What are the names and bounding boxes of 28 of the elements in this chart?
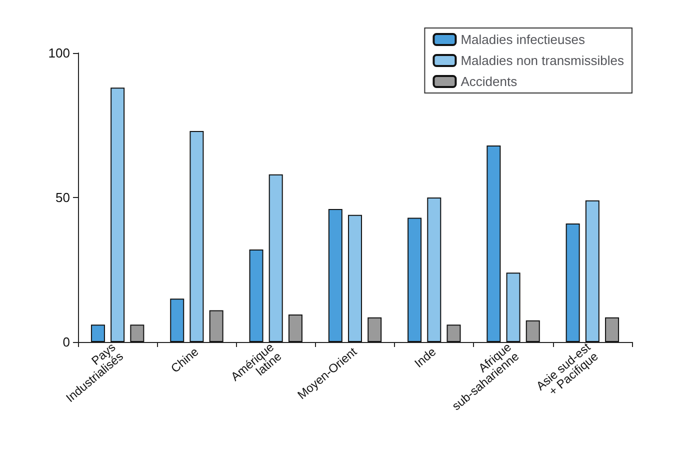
bar [328,209,342,342]
y-tick-label: 0 [62,334,70,350]
bar [566,224,580,342]
bar [90,324,105,342]
x-tick-label: Inde [412,344,439,370]
y-tick-label: 50 [56,190,70,205]
legend-label: Maladies non transmissibles [460,53,624,68]
bar [506,272,520,342]
bar [585,200,600,342]
bar [130,324,144,342]
bar [446,324,461,342]
y-tick-label: 100 [48,46,70,60]
bar [190,131,204,342]
bar [368,317,382,342]
bar [526,320,540,342]
bar [605,317,620,342]
bar [348,214,362,342]
bar [288,314,302,342]
bar [170,298,184,342]
bar [427,198,442,342]
bar [268,174,283,342]
legend-label: Maladies infectieuses [460,32,586,47]
bar [209,310,224,342]
legend-label: Accidents [460,74,518,89]
bar [486,145,501,342]
bar [110,88,125,342]
bar [408,218,422,342]
bar [249,250,264,342]
